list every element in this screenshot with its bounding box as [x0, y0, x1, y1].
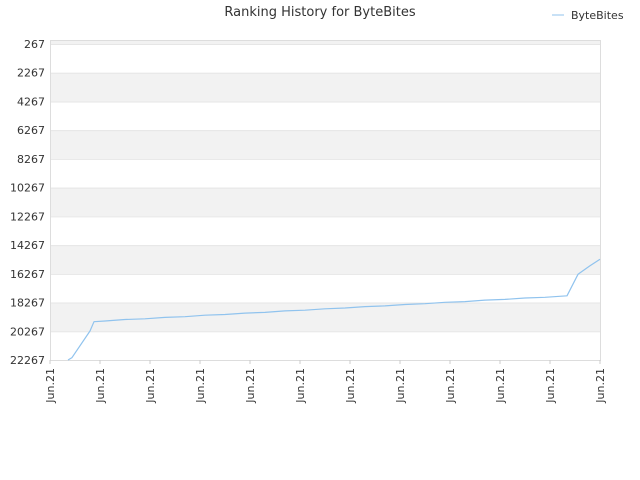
y-tick-label: 14267 — [10, 239, 45, 252]
x-tick-label: Jun.21 — [94, 368, 107, 404]
grid-bands — [50, 40, 600, 332]
x-axis: Jun.21 Jun.21 Jun.21 Jun.21 Jun.21 Jun.21 Jun.… — [44, 360, 607, 404]
y-tick-label: 18267 — [10, 297, 45, 310]
x-tick-label: Jun.21 — [494, 368, 507, 404]
x-tick-label: Jun.21 — [544, 368, 557, 404]
x-tick-label: Jun.21 — [594, 368, 607, 404]
x-tick-label: Jun.21 — [444, 368, 457, 404]
grid-band — [50, 187, 600, 217]
y-tick-label: 22267 — [10, 354, 45, 367]
grid-band — [50, 72, 600, 102]
x-tick-label: Jun.21 — [244, 368, 257, 404]
legend-label: ByteBites — [571, 9, 624, 22]
grid-band — [50, 302, 600, 332]
y-tick-label: 8267 — [17, 153, 45, 166]
y-tick-label: 2267 — [17, 67, 45, 80]
y-tick-label: 16267 — [10, 268, 45, 281]
y-axis: 267 2267 4267 6267 8267 10267 12267 14267 16267 1… — [10, 38, 45, 367]
plot-border — [50, 40, 601, 361]
x-tick-label: Jun.21 — [144, 368, 157, 404]
x-tick-label: Jun.21 — [294, 368, 307, 404]
y-tick-label: 6267 — [17, 124, 45, 137]
y-tick-label: 4267 — [17, 95, 45, 108]
legend: ByteBites — [552, 9, 624, 22]
chart-title: Ranking History for ByteBites — [224, 5, 415, 20]
grid-band — [50, 245, 600, 274]
x-tick-label: Jun.21 — [394, 368, 407, 404]
y-tick-label: 267 — [24, 38, 45, 51]
x-tick-label: Jun.21 — [344, 368, 357, 404]
grid-band — [50, 40, 600, 45]
y-tick-label: 12267 — [10, 210, 45, 223]
series-line — [67, 258, 601, 361]
series-layer — [67, 258, 601, 361]
x-tick-label: Jun.21 — [194, 368, 207, 404]
y-tick-label: 20267 — [10, 325, 45, 338]
y-tick-label: 10267 — [10, 182, 45, 195]
grid-band — [50, 130, 600, 159]
x-tick-label: Jun.21 — [44, 368, 57, 404]
